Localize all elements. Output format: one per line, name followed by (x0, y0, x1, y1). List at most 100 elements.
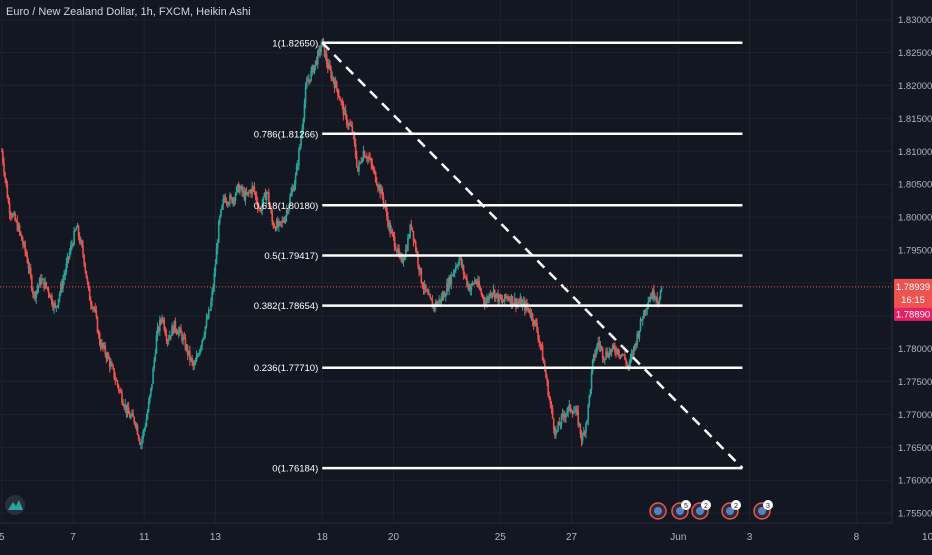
price-tick-label: 1.81500 (898, 114, 932, 125)
candle-body (113, 368, 115, 379)
candle-body (597, 342, 600, 345)
candle-body (458, 258, 460, 265)
candle-body (485, 302, 487, 305)
price-tick-label: 1.83000 (898, 15, 932, 26)
candle-body (150, 388, 152, 396)
candle-body (620, 354, 623, 357)
current-price-badge[interactable] (894, 278, 932, 309)
candle-body (586, 420, 588, 424)
price-tick-label: 1.79500 (898, 245, 932, 256)
time-axis[interactable]: 5 7 11 13 18 20 25 27 Jun 3 8 10 (0, 522, 932, 550)
candle-body (340, 100, 342, 102)
candle-body (578, 423, 581, 425)
trendline[interactable] (321, 41, 744, 470)
candle-body (276, 220, 279, 227)
candle-body (608, 350, 611, 358)
candle-body (585, 423, 587, 433)
candle-body (460, 257, 463, 266)
candle-body (660, 288, 663, 290)
candle-body (204, 326, 207, 335)
candle-body (444, 294, 447, 297)
candle-body (364, 157, 367, 159)
candle-body (329, 64, 331, 70)
candle-body (338, 95, 340, 98)
candle-body (449, 277, 452, 285)
candle-body (367, 156, 369, 159)
candle-body (643, 310, 645, 319)
candle-body (311, 65, 314, 71)
candle-body (625, 359, 627, 365)
candle-body (471, 283, 474, 285)
candle-body (132, 413, 134, 418)
candle-body (480, 290, 483, 295)
candle-body (3, 162, 5, 174)
candle-body (23, 242, 25, 245)
candle-body (535, 320, 537, 323)
candle-body (627, 365, 630, 368)
candle-body (12, 214, 14, 217)
candle-body (179, 328, 181, 331)
candle-body (298, 149, 300, 166)
candle-body (35, 291, 38, 299)
candle-body (495, 294, 497, 299)
price-axis[interactable]: 1.83000 1.82500 1.82000 1.81500 1.81000 1.805… (891, 0, 932, 550)
candle-body (24, 242, 26, 252)
events-row[interactable]: 5 2 2 3 (649, 500, 773, 520)
candle-body (537, 331, 539, 340)
candle-body (422, 287, 425, 290)
candle-body (324, 54, 327, 57)
candle-body (360, 161, 363, 163)
candle-body (649, 296, 652, 300)
candle-body (582, 431, 585, 436)
candle-body (301, 128, 304, 137)
candle-body (344, 110, 347, 116)
price-tick-label: 1.80500 (898, 180, 932, 191)
candle-body (13, 213, 15, 215)
candle-body (73, 230, 75, 245)
candle-body (309, 79, 311, 81)
candle-body (519, 298, 522, 303)
candle-body (373, 169, 376, 172)
candle-body (63, 275, 65, 281)
dashed-trendline[interactable] (321, 41, 744, 470)
candle-body (456, 266, 458, 268)
price-tick-label: 1.76500 (898, 443, 932, 454)
candle-body (644, 310, 646, 312)
candle-body (131, 413, 133, 416)
fib-retracement[interactable]: 1(1.82650) 0.786(1.81266) 0.618(1.80180) 0.… (254, 38, 743, 475)
candle-body (551, 408, 554, 419)
candle-body (641, 318, 644, 321)
candle-body (492, 289, 495, 294)
candle-body (616, 348, 618, 353)
candle-body (260, 209, 262, 211)
tradingview-logo-icon[interactable] (5, 495, 25, 515)
secondary-price-badge[interactable] (894, 307, 932, 321)
candle-body (270, 208, 272, 213)
event-count-badge (763, 500, 773, 510)
candle-body (430, 297, 433, 301)
candle-body (106, 354, 109, 359)
candle-body (271, 212, 273, 222)
candle-body (513, 298, 516, 304)
candle-body (203, 334, 206, 339)
candle-body (144, 426, 147, 430)
candle-body (491, 293, 494, 295)
candle-body (487, 298, 489, 301)
candle-body (141, 438, 143, 445)
candle-body (85, 270, 88, 279)
candle-body (362, 151, 365, 160)
candle-body (319, 48, 321, 53)
price-tick-label: 1.75500 (898, 509, 932, 520)
candle-body (325, 54, 328, 64)
candle-body (238, 184, 240, 193)
candle-body (565, 413, 567, 418)
candle-body (146, 411, 149, 419)
candle-body (472, 283, 475, 285)
candle-body (596, 344, 598, 352)
candle-body (104, 345, 107, 355)
candle-body (512, 303, 515, 305)
candle-body (457, 264, 459, 267)
candle-body (387, 216, 389, 227)
